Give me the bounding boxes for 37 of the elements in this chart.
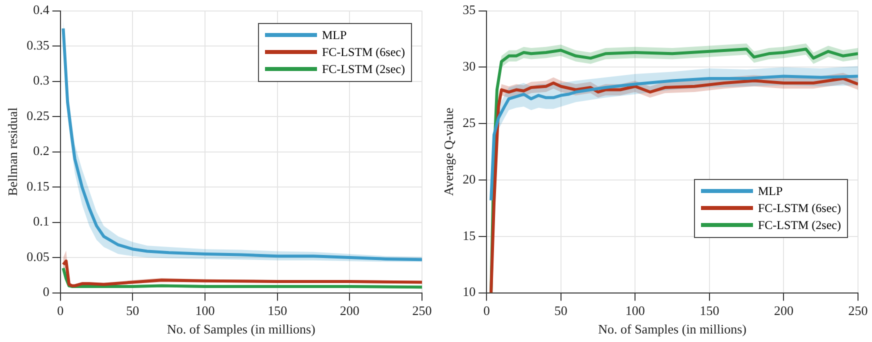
x-tick-label: 150 (268, 303, 288, 318)
x-tick-label: 200 (774, 303, 794, 318)
x-tick-label: 50 (554, 303, 568, 318)
y-tick-label: 0.25 (26, 108, 50, 123)
y-axis-title: Average Q-value (441, 107, 456, 196)
y-tick-label: 0.15 (26, 178, 50, 194)
y-tick-label: 0.4 (33, 2, 50, 18)
x-tick-label: 50 (126, 303, 140, 318)
x-tick-label: 200 (340, 303, 360, 318)
y-tick-label: 0.3 (33, 72, 50, 88)
x-axis-title: No. of Samples (in millions) (598, 322, 747, 337)
y-tick-label: 0.1 (33, 214, 50, 229)
legend-label: MLP (758, 184, 783, 199)
legend-label: FC-LSTM (2sec) (758, 218, 841, 233)
legend-label: FC-LSTM (6sec) (758, 200, 841, 216)
y-tick-label: 30 (462, 58, 476, 74)
y-tick-label: 0.2 (33, 143, 50, 158)
y-tick-label: 10 (462, 284, 476, 300)
x-tick-label: 100 (195, 303, 215, 318)
x-tick-label: 0 (57, 303, 64, 318)
x-tick-label: 250 (848, 303, 868, 318)
y-tick-label: 15 (462, 228, 476, 243)
y-tick-label: 0 (42, 284, 50, 300)
x-tick-label: 250 (412, 303, 432, 318)
y-tick-label: 35 (462, 2, 476, 18)
y-axis-title: Bellman residual (5, 107, 20, 196)
legend-label: FC-LSTM (2sec) (322, 62, 405, 77)
legend-label: FC-LSTM (6sec) (322, 44, 405, 60)
x-tick-label: 100 (625, 303, 645, 318)
y-tick-label: 0.35 (26, 37, 50, 52)
y-tick-label: 20 (462, 171, 476, 186)
x-axis-title: No. of Samples (in millions) (166, 322, 316, 337)
x-tick-label: 0 (483, 303, 490, 318)
y-tick-label: 25 (462, 115, 476, 130)
x-tick-label: 150 (700, 303, 720, 318)
y-tick-label: 0.05 (26, 248, 50, 264)
legend-label: MLP (322, 28, 347, 43)
